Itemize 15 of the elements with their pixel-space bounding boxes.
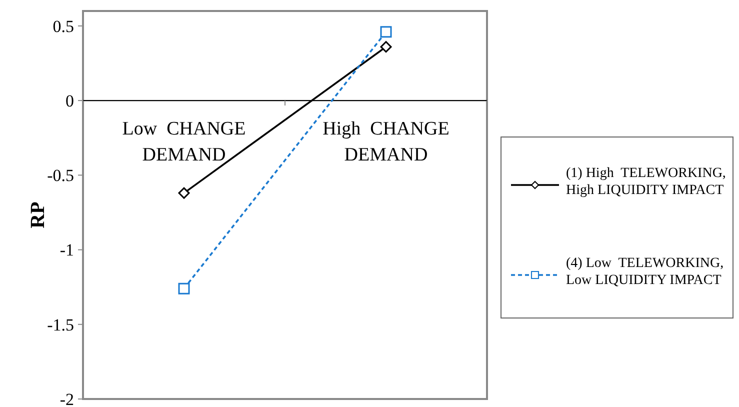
x-tick-label: High CHANGE DEMAND [322,118,450,166]
point [380,26,392,38]
y-tick-label: 0.5 [52,16,74,36]
x-tick-label: Low CHANGE DEMAND [122,118,246,166]
y-axis-title: RP [27,202,49,228]
y-tick-label: -1 [60,240,74,260]
y-tick-label: 0 [66,91,74,110]
point [178,187,190,199]
point [380,41,392,53]
legend-label: (1) High TELEWORKING, High LIQUIDITY IMPACT [566,166,726,198]
legend-label: (4) Low TELEWORKING, Low LIQUIDITY IMPACT [566,256,724,288]
y-tick-label: -1.5 [47,315,74,334]
point [178,282,190,294]
y-tick-label: -0.5 [47,166,74,186]
y-tick-label: -2 [60,390,74,407]
